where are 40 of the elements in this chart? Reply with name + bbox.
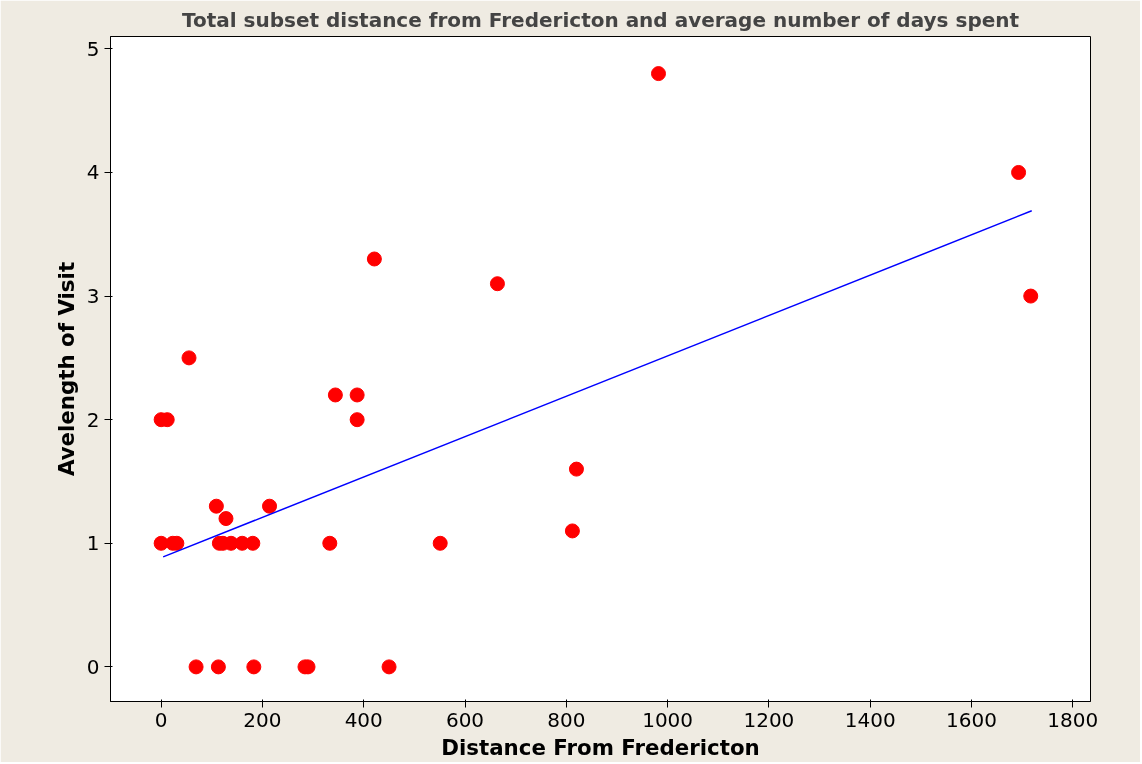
chart-title: Total subset distance from Fredericton and average number of days spent: [181, 7, 1020, 32]
x-tick-label: 400: [344, 707, 383, 732]
point: [262, 498, 278, 514]
point: [432, 535, 448, 551]
point: [322, 535, 338, 551]
point: [210, 659, 226, 675]
x-tick-label: 0: [154, 707, 168, 732]
x-tick-label: 1800: [1047, 707, 1099, 732]
point: [381, 659, 397, 675]
point: [208, 498, 224, 514]
y-tick-label: 4: [86, 160, 100, 185]
point: [489, 276, 505, 292]
point: [1023, 288, 1039, 304]
point: [349, 387, 365, 403]
x-tick-label: 1000: [642, 707, 694, 732]
point: [366, 251, 382, 267]
x-tick-label: 1600: [946, 707, 997, 732]
point: [650, 66, 666, 82]
y-axis-title: Avelength of Visit: [53, 261, 79, 477]
x-tick-label: 600: [445, 707, 485, 732]
y-tick-label: 5: [86, 36, 100, 61]
point: [349, 412, 365, 428]
x-tick-label: 800: [547, 707, 586, 732]
x-tick-label: 1200: [743, 707, 795, 732]
point: [564, 523, 580, 539]
x-axis-title: Distance From Fredericton: [441, 734, 760, 760]
point: [188, 659, 204, 675]
point: [246, 659, 262, 675]
y-tick-label: 3: [86, 284, 100, 309]
x-tick-label: 1400: [844, 707, 896, 732]
point: [245, 535, 261, 551]
point: [181, 350, 197, 366]
point: [327, 387, 343, 403]
point: [1011, 164, 1027, 180]
point: [568, 461, 584, 477]
point: [218, 511, 234, 527]
x-tick-label: 200: [243, 707, 282, 732]
y-tick-label: 2: [86, 407, 100, 432]
y-tick-label: 0: [86, 654, 100, 679]
y-tick-label: 1: [86, 531, 100, 556]
